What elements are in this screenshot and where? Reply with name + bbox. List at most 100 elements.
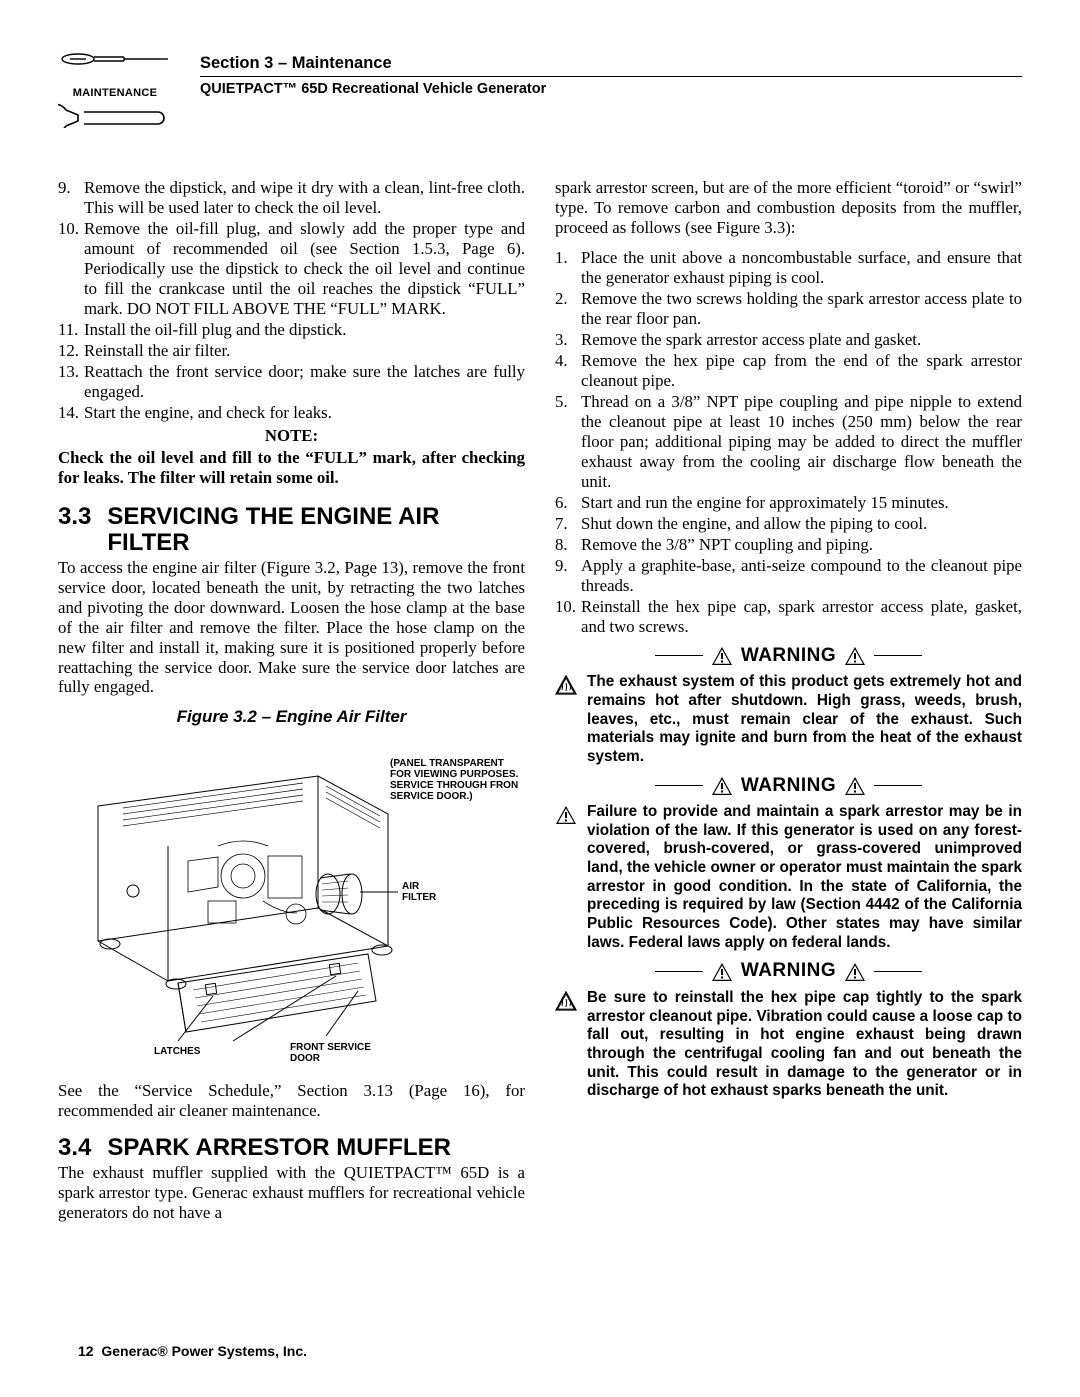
list-item: 9.Remove the dipstick, and wipe it dry w… (58, 178, 525, 218)
list-item-number: 12. (58, 341, 84, 361)
list-item: 10.Remove the oil-fill plug, and slowly … (58, 219, 525, 319)
svg-text:LATCHES: LATCHES (154, 1046, 201, 1057)
maintenance-label: MAINTENANCE (58, 87, 172, 99)
list-item-text: Remove the spark arrestor access plate a… (581, 330, 1022, 350)
list-item-text: Place the unit above a noncombustable su… (581, 248, 1022, 288)
list-item-text: Start and run the engine for approximate… (581, 493, 1022, 513)
maintenance-icon-block: MAINTENANCE (58, 48, 172, 102)
warning-triangle-icon (711, 962, 733, 982)
list-item-text: Remove the 3/8” NPT coupling and piping. (581, 535, 1022, 555)
list-item-number: 8. (555, 535, 581, 555)
heading-num: 3.4 (58, 1135, 91, 1161)
list-item-number: 9. (58, 178, 84, 218)
warning-text: Be sure to reinstall the hex pipe cap ti… (587, 989, 1022, 1101)
list-item: 7.Shut down the engine, and allow the pi… (555, 514, 1022, 534)
content-columns: 9.Remove the dipstick, and wipe it dry w… (58, 178, 1022, 1223)
list-item-text: Remove the dipstick, and wipe it dry wit… (84, 178, 525, 218)
warning-text: Failure to provide and maintain a spark … (587, 803, 1022, 952)
list-item-text: Shut down the engine, and allow the pipi… (581, 514, 1022, 534)
list-item: 9.Apply a graphite-base, anti-seize comp… (555, 556, 1022, 596)
list-item: 10.Reinstall the hex pipe cap, spark arr… (555, 597, 1022, 637)
list-item-number: 7. (555, 514, 581, 534)
list-item-text: Reinstall the air filter. (84, 341, 525, 361)
hot-surface-icon (555, 989, 581, 1101)
list-item-text: Reattach the front service door; make su… (84, 362, 525, 402)
heading-title: SERVICING THE ENGINE AIR FILTER (107, 504, 525, 556)
list-item-text: Remove the two screws holding the spark … (581, 289, 1022, 329)
warning-banner: WARNING (555, 645, 1022, 668)
right-column: spark arrestor screen, but are of the mo… (555, 178, 1022, 1223)
page-number: 12 (78, 1343, 94, 1359)
list-item: 12.Reinstall the air filter. (58, 341, 525, 361)
heading-3-3: 3.3 SERVICING THE ENGINE AIR FILTER (58, 504, 525, 556)
list-item-number: 14. (58, 403, 84, 423)
list-item-text: Remove the hex pipe cap from the end of … (581, 351, 1022, 391)
section33-para: To access the engine air filter (Figure … (58, 558, 525, 698)
list-item: 5.Thread on a 3/8” NPT pipe coupling and… (555, 392, 1022, 492)
figure-caption: Figure 3.2 – Engine Air Filter (58, 707, 525, 727)
right-ordered-list: 1.Place the unit above a noncombustable … (555, 248, 1022, 637)
list-item-number: 2. (555, 289, 581, 329)
list-item: 3.Remove the spark arrestor access plate… (555, 330, 1022, 350)
list-item-number: 10. (58, 219, 84, 319)
list-item-number: 1. (555, 248, 581, 288)
list-item-number: 5. (555, 392, 581, 492)
svg-text:FRONT SERVICEDOOR: FRONT SERVICEDOOR (290, 1042, 371, 1064)
heading-3-4: 3.4 SPARK ARRESTOR MUFFLER (58, 1135, 525, 1161)
section-title: Section 3 – Maintenance (200, 54, 1022, 77)
left-ordered-list: 9.Remove the dipstick, and wipe it dry w… (58, 178, 525, 423)
header-text: Section 3 – Maintenance QUIETPACT™ 65D R… (200, 48, 1022, 97)
list-item-number: 10. (555, 597, 581, 637)
page-header: MAINTENANCE Section 3 – Maintenance QUIE… (58, 48, 1022, 102)
warning-body: Be sure to reinstall the hex pipe cap ti… (555, 989, 1022, 1101)
list-item-number: 13. (58, 362, 84, 402)
warnings-block: WARNING The exhaust system of this produc… (555, 645, 1022, 1101)
list-item-number: 6. (555, 493, 581, 513)
hot-surface-icon (555, 673, 581, 766)
warning-label: WARNING (741, 775, 836, 798)
warning-banner: WARNING (555, 960, 1022, 983)
section34-para: The exhaust muffler supplied with the QU… (58, 1163, 525, 1223)
list-item-number: 3. (555, 330, 581, 350)
warning-label: WARNING (741, 960, 836, 983)
header-subtitle: QUIETPACT™ 65D Recreational Vehicle Gene… (200, 81, 1022, 97)
note-text: Check the oil level and fill to the “FUL… (58, 448, 525, 488)
svg-text:(PANEL TRANSPARENTFOR VIEWING: (PANEL TRANSPARENTFOR VIEWING PURPOSES.S… (390, 758, 518, 802)
warning-triangle-icon (844, 776, 866, 796)
footer-company: Generac® Power Systems, Inc. (101, 1343, 307, 1359)
list-item-text: Start the engine, and check for leaks. (84, 403, 525, 423)
list-item: 14.Start the engine, and check for leaks… (58, 403, 525, 423)
list-item-text: Remove the oil-fill plug, and slowly add… (84, 219, 525, 319)
warning-triangle-icon (711, 646, 733, 666)
right-intro: spark arrestor screen, but are of the mo… (555, 178, 1022, 238)
after-figure-text: See the “Service Schedule,” Section 3.13… (58, 1081, 525, 1121)
warning-banner: WARNING (555, 775, 1022, 798)
left-column: 9.Remove the dipstick, and wipe it dry w… (58, 178, 525, 1223)
list-item-text: Install the oil-fill plug and the dipsti… (84, 320, 525, 340)
warning-triangle-icon (844, 962, 866, 982)
list-item: 4.Remove the hex pipe cap from the end o… (555, 351, 1022, 391)
list-item-text: Thread on a 3/8” NPT pipe coupling and p… (581, 392, 1022, 492)
warning-body: The exhaust system of this product gets … (555, 673, 1022, 766)
list-item: 13.Reattach the front service door; make… (58, 362, 525, 402)
list-item: 2.Remove the two screws holding the spar… (555, 289, 1022, 329)
list-item: 11.Install the oil-fill plug and the dip… (58, 320, 525, 340)
heading-title: SPARK ARRESTOR MUFFLER (107, 1135, 451, 1161)
note-label: NOTE: (58, 426, 525, 446)
list-item-text: Reinstall the hex pipe cap, spark arrest… (581, 597, 1022, 637)
list-item-number: 4. (555, 351, 581, 391)
warning-triangle-icon (844, 646, 866, 666)
list-item: 8.Remove the 3/8” NPT coupling and pipin… (555, 535, 1022, 555)
figure-3-2: (PANEL TRANSPARENTFOR VIEWING PURPOSES.S… (58, 736, 525, 1071)
warning-label: WARNING (741, 645, 836, 668)
list-item: 6.Start and run the engine for approxima… (555, 493, 1022, 513)
page-footer: 12 Generac® Power Systems, Inc. (78, 1343, 307, 1359)
list-item-text: Apply a graphite-base, anti-seize compou… (581, 556, 1022, 596)
list-item-number: 9. (555, 556, 581, 596)
warning-body: Failure to provide and maintain a spark … (555, 803, 1022, 952)
svg-text:AIRFILTER: AIRFILTER (402, 881, 437, 903)
list-item: 1.Place the unit above a noncombustable … (555, 248, 1022, 288)
warning-triangle-icon (711, 776, 733, 796)
warning-triangle-icon (555, 803, 581, 952)
warning-text: The exhaust system of this product gets … (587, 673, 1022, 766)
